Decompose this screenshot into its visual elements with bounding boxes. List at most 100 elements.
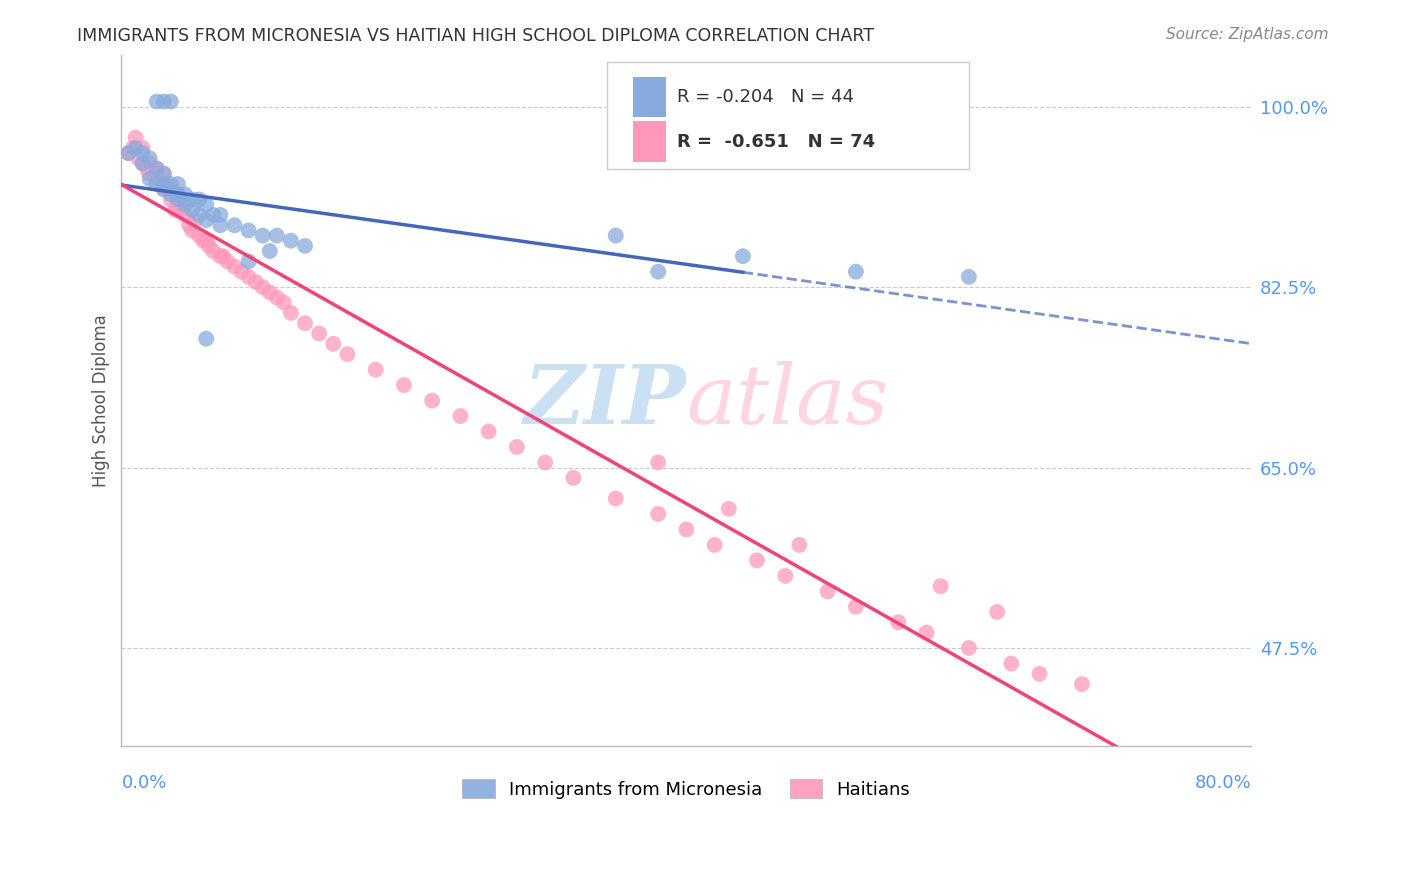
Point [160, 182, 183, 196]
Text: Source: ZipAtlas.com: Source: ZipAtlas.com [1166, 27, 1329, 42]
Point [238, 254, 260, 268]
Point [647, 265, 669, 279]
Text: 0.0%: 0.0% [121, 773, 167, 791]
Point [145, 95, 167, 109]
Point [145, 161, 167, 176]
FancyBboxPatch shape [607, 62, 969, 169]
Point [647, 455, 669, 469]
Point [179, 219, 201, 233]
Point [117, 146, 139, 161]
Point [193, 234, 215, 248]
Point [364, 362, 387, 376]
Point [731, 249, 754, 263]
Point [153, 167, 176, 181]
Point [209, 219, 232, 233]
Point [198, 239, 221, 253]
Point [160, 177, 183, 191]
Point [266, 228, 288, 243]
Point [775, 569, 797, 583]
Point [117, 146, 139, 161]
Point [478, 425, 501, 439]
Point [181, 223, 204, 237]
Point [195, 213, 218, 227]
Point [138, 151, 160, 165]
FancyBboxPatch shape [633, 121, 666, 162]
Point [188, 208, 211, 222]
Point [153, 177, 176, 191]
Point [887, 615, 910, 630]
Point [167, 187, 190, 202]
Point [280, 234, 302, 248]
Text: 80.0%: 80.0% [1195, 773, 1251, 791]
Point [153, 167, 176, 181]
Point [160, 187, 183, 202]
Point [217, 254, 239, 268]
Point [915, 625, 938, 640]
Point [195, 197, 218, 211]
Point [259, 285, 281, 300]
FancyBboxPatch shape [633, 77, 666, 118]
Point [273, 295, 295, 310]
Point [145, 161, 167, 176]
Point [957, 640, 980, 655]
Point [252, 280, 274, 294]
Point [209, 249, 232, 263]
Point [174, 197, 197, 211]
Point [1028, 666, 1050, 681]
Text: R =  -0.651   N = 74: R = -0.651 N = 74 [678, 133, 876, 151]
Point [160, 193, 183, 207]
Point [209, 208, 232, 222]
Point [127, 151, 149, 165]
Point [294, 316, 316, 330]
Point [238, 223, 260, 237]
Point [153, 95, 176, 109]
Point [131, 141, 153, 155]
Point [188, 193, 211, 207]
Point [160, 95, 183, 109]
Point [562, 471, 585, 485]
Point [181, 202, 204, 217]
Point [845, 265, 868, 279]
Point [308, 326, 330, 341]
Point [647, 507, 669, 521]
Point [145, 177, 167, 191]
Point [238, 269, 260, 284]
Point [202, 208, 225, 222]
Point [141, 161, 163, 176]
Point [929, 579, 952, 593]
Point [167, 187, 190, 202]
Point [212, 249, 235, 263]
Point [184, 213, 207, 227]
Point [165, 202, 187, 217]
Point [252, 228, 274, 243]
Point [336, 347, 359, 361]
Point [605, 491, 627, 506]
Point [1000, 657, 1022, 671]
Point [195, 234, 218, 248]
Point [195, 332, 218, 346]
Point [138, 156, 160, 170]
Point [449, 409, 471, 423]
Point [174, 208, 197, 222]
Point [845, 599, 868, 614]
Point [957, 269, 980, 284]
Point [167, 197, 190, 211]
Text: R = -0.204   N = 44: R = -0.204 N = 44 [678, 88, 855, 106]
Point [266, 290, 288, 304]
Point [817, 584, 839, 599]
Text: ZIP: ZIP [524, 360, 686, 441]
Point [174, 187, 197, 202]
Point [156, 177, 179, 191]
Point [224, 260, 246, 274]
Point [138, 172, 160, 186]
Legend: Immigrants from Micronesia, Haitians: Immigrants from Micronesia, Haitians [456, 772, 918, 806]
Point [745, 553, 768, 567]
Point [167, 177, 190, 191]
Point [1070, 677, 1092, 691]
Point [605, 228, 627, 243]
Y-axis label: High School Diploma: High School Diploma [93, 314, 110, 487]
Point [188, 228, 211, 243]
Point [231, 265, 253, 279]
Point [717, 501, 740, 516]
Point [202, 244, 225, 258]
